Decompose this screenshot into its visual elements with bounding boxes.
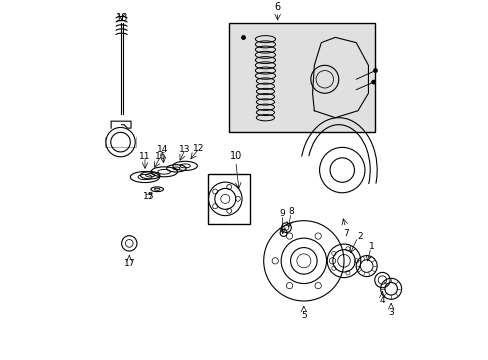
Text: 2: 2 (356, 232, 362, 241)
Text: 13: 13 (179, 145, 190, 154)
Text: 11: 11 (139, 152, 150, 161)
Text: 8: 8 (288, 207, 294, 216)
Text: 4: 4 (379, 296, 385, 305)
Text: 14: 14 (157, 145, 168, 154)
Circle shape (372, 68, 377, 73)
Text: 3: 3 (387, 308, 393, 317)
Text: 18: 18 (115, 13, 127, 23)
Text: 17: 17 (123, 259, 135, 268)
Text: 1: 1 (368, 242, 374, 251)
Text: 10: 10 (229, 151, 242, 161)
Text: 7: 7 (342, 229, 348, 238)
Text: 12: 12 (193, 144, 204, 153)
Text: 5: 5 (301, 311, 306, 320)
Bar (228, 23, 375, 132)
Text: 6: 6 (274, 2, 280, 12)
Text: 15: 15 (142, 192, 154, 201)
Circle shape (371, 80, 375, 84)
Text: 16: 16 (155, 152, 166, 161)
Text: 9: 9 (279, 209, 284, 218)
Bar (207, 174, 249, 224)
